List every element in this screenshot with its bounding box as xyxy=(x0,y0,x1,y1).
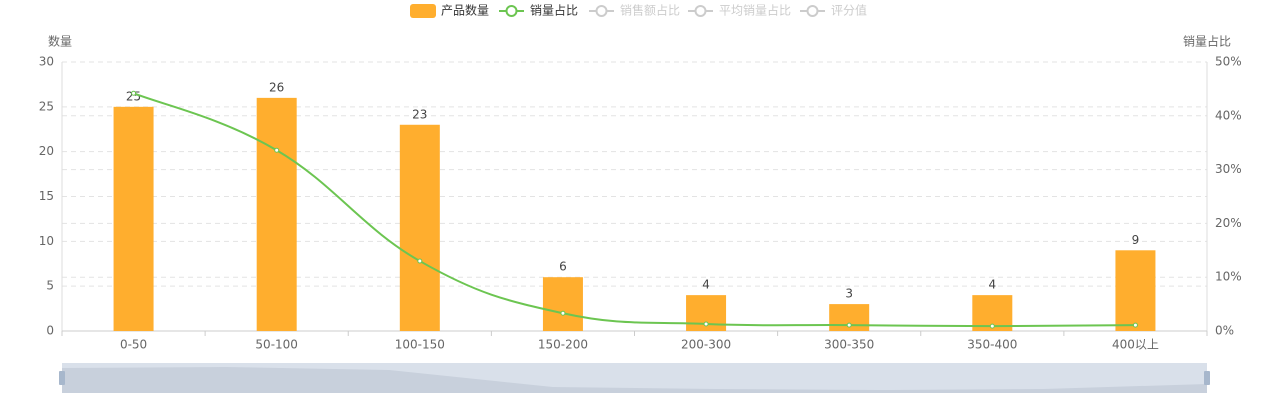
x-tick-label: 50-100 xyxy=(255,338,298,352)
bar xyxy=(113,106,154,331)
y-tick-label: 5 xyxy=(46,279,54,293)
value-label: 23 xyxy=(412,107,427,121)
value-label: 26 xyxy=(269,80,284,94)
legend-label: 评分值 xyxy=(831,3,867,18)
line-point xyxy=(846,322,852,328)
legend-item[interactable]: 销量占比 xyxy=(499,3,578,18)
zoom-shadow xyxy=(62,367,1207,393)
value-label: 4 xyxy=(702,278,710,292)
value-label: 25 xyxy=(126,89,141,103)
legend-label: 销量占比 xyxy=(530,3,578,18)
legend-swatch xyxy=(505,5,518,17)
x-tick-label: 300-350 xyxy=(824,338,874,352)
legend-swatch xyxy=(595,5,608,17)
legend-label: 平均销量占比 xyxy=(719,3,791,18)
x-tick-label: 0-50 xyxy=(120,338,147,352)
value-label: 6 xyxy=(559,260,567,274)
y-tick-label: 25 xyxy=(39,99,54,113)
legend-item[interactable]: 销售额占比 xyxy=(589,3,680,18)
zoom-handle[interactable] xyxy=(1204,371,1210,385)
value-label: 3 xyxy=(845,287,853,301)
y-axis-title: 数量 xyxy=(48,34,72,49)
legend-item[interactable]: 评分值 xyxy=(800,3,867,18)
legend-swatch xyxy=(410,4,436,18)
x-tick-label: 100-150 xyxy=(395,338,445,352)
value-label: 9 xyxy=(1132,233,1140,247)
line-point xyxy=(417,258,423,264)
x-tick-label: 350-400 xyxy=(967,338,1017,352)
bar xyxy=(1115,250,1156,331)
y2-tick-label: 50% xyxy=(1215,55,1242,69)
line-point xyxy=(131,90,137,96)
bar xyxy=(542,277,583,331)
y2-tick-label: 10% xyxy=(1215,270,1242,284)
y2-axis-title: 销量占比 xyxy=(1183,34,1231,49)
legend-item[interactable]: 平均销量占比 xyxy=(688,3,791,18)
legend-label: 销售额占比 xyxy=(620,3,680,18)
value-label: 4 xyxy=(988,278,996,292)
y-tick-label: 20 xyxy=(39,144,54,158)
y-tick-label: 30 xyxy=(39,55,54,69)
bar xyxy=(256,97,297,331)
x-tick-label: 150-200 xyxy=(538,338,588,352)
line-point xyxy=(703,321,709,327)
y-tick-label: 10 xyxy=(39,234,54,248)
line-point xyxy=(560,310,566,316)
x-tick-label: 200-300 xyxy=(681,338,731,352)
legend-label: 产品数量 xyxy=(441,3,489,18)
line-point xyxy=(989,323,995,329)
legend-swatch xyxy=(806,5,819,17)
line-point xyxy=(274,147,280,153)
x-tick-label: 400以上 xyxy=(1112,338,1159,352)
y2-tick-label: 0% xyxy=(1215,324,1234,338)
legend-item[interactable]: 产品数量 xyxy=(410,3,489,19)
y2-tick-label: 30% xyxy=(1215,162,1242,176)
line xyxy=(133,92,1136,328)
line-point xyxy=(1132,322,1138,328)
y-tick-label: 0 xyxy=(46,324,54,338)
y-tick-label: 15 xyxy=(39,189,54,203)
y2-tick-label: 40% xyxy=(1215,108,1242,122)
legend-swatch xyxy=(694,5,707,17)
y2-tick-label: 20% xyxy=(1215,216,1242,230)
zoom-handle[interactable] xyxy=(59,371,65,385)
bar xyxy=(399,124,440,332)
